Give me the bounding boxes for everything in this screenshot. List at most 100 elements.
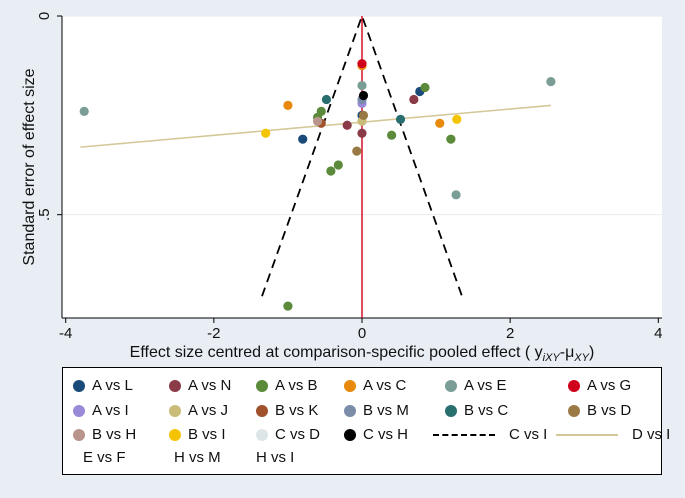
data-point (283, 100, 293, 111)
legend-marker (256, 428, 268, 441)
legend-label: E vs F (83, 449, 126, 466)
legend-marker (568, 404, 580, 417)
legend-label: C vs D (275, 426, 320, 443)
legend-marker (169, 404, 181, 417)
y-tick-label: .5 (36, 208, 53, 221)
legend-item: A vs I (73, 402, 129, 419)
data-point (387, 130, 397, 140)
legend-item: B vs H (73, 426, 136, 443)
legend-item: C vs I (433, 426, 547, 443)
data-point (357, 128, 367, 138)
legend-item: A vs J (169, 402, 228, 419)
x-axis-title-mid: -μ (560, 344, 575, 361)
legend-label: B vs H (92, 426, 137, 443)
legend-item: E vs F (83, 449, 126, 466)
y-tick-label: 0 (36, 12, 53, 20)
x-tick-label: 0 (358, 325, 366, 342)
data-point (261, 128, 271, 138)
legend-label: B vs K (275, 402, 319, 419)
legend-item: A vs B (256, 377, 318, 394)
data-point (283, 301, 293, 311)
data-point (312, 116, 323, 126)
legend-item: B vs K (256, 402, 318, 419)
legend-marker (344, 428, 356, 441)
x-tick-label: -4 (59, 325, 72, 342)
data-point (342, 120, 352, 130)
data-point (352, 146, 362, 156)
data-point (358, 90, 369, 101)
legend-item: B vs M (344, 402, 409, 419)
legend-item: A vs L (73, 377, 133, 394)
legend-item: A vs C (344, 377, 406, 394)
x-tick-label: 2 (506, 325, 514, 342)
legend-label: A vs E (464, 377, 507, 394)
legend-item: D vs I (556, 426, 670, 443)
data-point (326, 166, 336, 176)
legend-label: B vs I (188, 426, 226, 443)
legend-marker (344, 404, 356, 417)
legend-label: A vs C (363, 377, 407, 394)
legend-label: D vs I (632, 426, 671, 443)
legend-marker (169, 379, 181, 392)
legend-marker (445, 379, 457, 392)
data-point (357, 80, 367, 91)
legend-line-marker (556, 433, 618, 436)
legend-item: H vs I (256, 449, 294, 466)
legend-label: A vs J (188, 402, 229, 419)
data-point (395, 114, 406, 124)
legend-label: B vs D (587, 402, 632, 419)
x-tick-label: 4 (654, 325, 662, 342)
legend-item: B vs D (568, 402, 631, 419)
legend-marker (445, 404, 457, 417)
data-point (333, 160, 343, 170)
legend-item: B vs I (169, 426, 226, 443)
data-point (435, 118, 445, 128)
legend-marker (568, 379, 580, 392)
legend-marker (344, 379, 356, 392)
legend-label: B vs C (464, 402, 509, 419)
legend-label: B vs M (363, 402, 409, 419)
data-point (546, 76, 556, 87)
legend-marker (73, 379, 85, 392)
data-point (420, 82, 430, 93)
legend-label: A vs G (587, 377, 632, 394)
legend-marker (73, 404, 85, 417)
legend-label: A vs L (92, 377, 133, 394)
funnel-dashed-lines (261, 13, 463, 297)
legend-marker (169, 428, 181, 441)
legend-item: A vs E (445, 377, 507, 394)
legend-item: A vs G (568, 377, 631, 394)
data-point (79, 106, 89, 116)
y-axis-title: Standard error of effect size (21, 68, 38, 265)
legend-item: C vs D (256, 426, 320, 443)
legend-item: H vs M (174, 449, 221, 466)
legend-label: A vs N (188, 377, 232, 394)
legend-label: C vs H (363, 426, 408, 443)
chart-legend: A vs L A vs N A vs B A vs C A vs E A vs G A vs… (62, 367, 670, 475)
legend-marker (256, 379, 268, 392)
data-point (321, 94, 332, 105)
data-point (452, 114, 462, 124)
legend-label: A vs I (92, 402, 129, 419)
data-point (357, 59, 367, 69)
data-point (358, 110, 369, 120)
x-axis-title-end: ) (589, 344, 594, 361)
legend-label: H vs I (256, 449, 295, 466)
legend-item: B vs C (445, 402, 508, 419)
x-axis-title: Effect size centred at comparison-specif… (130, 344, 595, 364)
legend-label: H vs M (174, 449, 221, 466)
data-point (409, 94, 419, 105)
legend-marker (73, 428, 85, 441)
legend-item: C vs H (344, 426, 408, 443)
x-axis-title-subscript: XY (573, 352, 589, 364)
data-point (446, 134, 456, 144)
legend-line-marker (433, 433, 495, 436)
regression-line (80, 104, 551, 148)
data-point (298, 134, 308, 144)
x-axis-title-subscript: iXY (543, 352, 561, 364)
legend-label: C vs I (509, 426, 548, 443)
legend-label: A vs B (275, 377, 318, 394)
legend-marker (256, 404, 268, 417)
